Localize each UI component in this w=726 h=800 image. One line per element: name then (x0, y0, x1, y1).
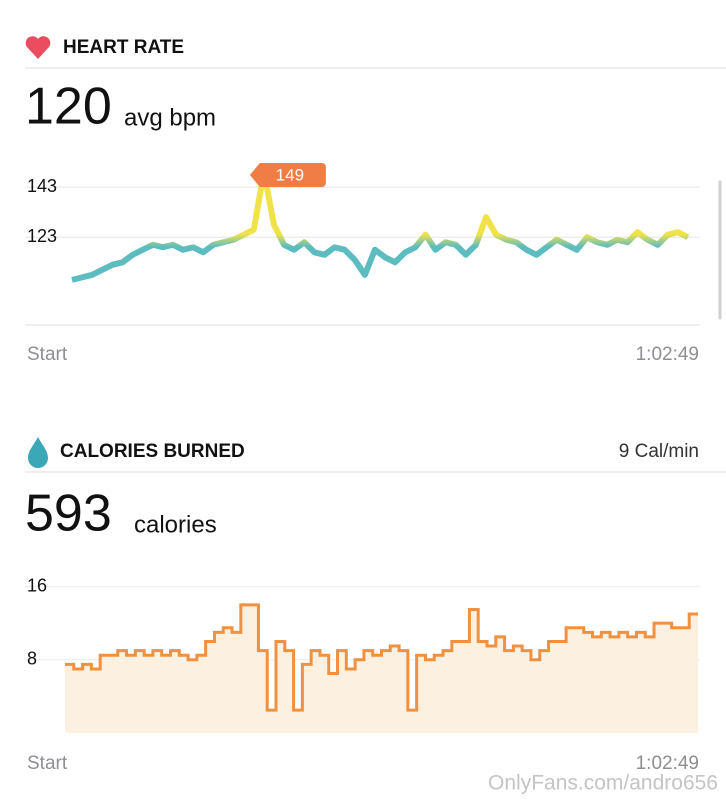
y-tick-label: 123 (27, 226, 57, 246)
x-start-label: Start (27, 344, 68, 365)
summary-value: 120 (25, 78, 112, 136)
summary-unit: calories (134, 511, 217, 538)
section-title: CALORIES BURNED (60, 441, 245, 462)
peak-label: 149 (276, 165, 304, 184)
section-title: HEART RATE (63, 37, 184, 58)
y-tick-label: 143 (27, 176, 57, 196)
x-start-label: Start (27, 753, 68, 774)
y-tick-label: 8 (27, 649, 37, 669)
peak-callout (249, 163, 326, 187)
calories-line (65, 603, 698, 712)
calories-area (65, 604, 698, 733)
watermark: OnlyFans.com/andro656 (488, 772, 718, 795)
rate: 9 Cal/min (619, 441, 699, 462)
x-end-label: 1:02:49 (636, 344, 699, 365)
summary-unit: avg bpm (124, 104, 216, 131)
summary-value: 593 (25, 485, 112, 543)
y-tick-label: 16 (27, 575, 47, 595)
flame-icon (28, 437, 48, 468)
x-end-label: 1:02:49 (636, 753, 699, 774)
heart-icon (25, 36, 51, 59)
heart-rate-line (71, 169, 690, 283)
